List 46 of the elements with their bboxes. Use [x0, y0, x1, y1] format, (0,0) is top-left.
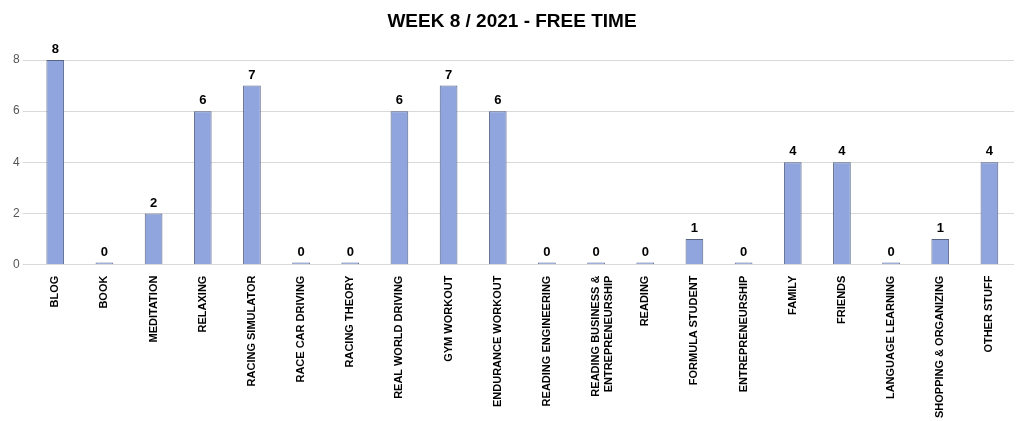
x-tick-label: BLOG	[48, 275, 61, 308]
y-tick-label: 8	[12, 52, 20, 67]
y-tick-label: 6	[12, 103, 20, 118]
x-tick-label: READING BUSINESS & ENTREPRENEURSHIP	[589, 275, 615, 397]
x-tick-label: ENTREPRENEURSHIP	[736, 275, 749, 393]
data-label: 2	[149, 194, 158, 210]
data-label: 7	[248, 66, 256, 82]
data-label: 6	[395, 92, 404, 108]
x-tick-label: FORMULA STUDENT	[687, 275, 700, 386]
data-label: 0	[641, 243, 649, 259]
data-label: 0	[346, 243, 354, 259]
x-tick-label: RACING THEORY	[343, 274, 356, 368]
data-label: 0	[543, 243, 551, 259]
data-label: 0	[739, 243, 748, 259]
y-tick-label: 2	[12, 205, 20, 220]
data-label: 0	[297, 243, 305, 259]
data-label: 4	[838, 143, 847, 159]
x-tick-label: RACING SIMULATOR	[244, 275, 257, 387]
data-label: 8	[51, 41, 59, 57]
x-tick-label: FAMILY	[785, 274, 798, 315]
x-tick-label: MEDITATION	[146, 275, 159, 343]
x-tick-label: RELAXING	[195, 275, 208, 333]
data-label: 7	[444, 66, 453, 82]
data-label: 6	[199, 92, 207, 108]
x-tick-label: LANGUAGE LEARNING	[884, 275, 897, 400]
y-tick-label: 4	[12, 154, 20, 169]
x-tick-label: FRIENDS	[834, 275, 847, 324]
x-tick-label: GYM WORKOUT	[441, 275, 454, 362]
chart-title: WEEK 8 / 2021 - FREE TIME	[386, 9, 638, 33]
x-tick-label: READING ENGINEERING	[539, 275, 552, 407]
data-label: 1	[690, 220, 699, 236]
x-tick-label: READING	[638, 275, 651, 327]
data-label: 4	[985, 143, 994, 159]
data-label: 1	[936, 220, 944, 236]
data-label: 0	[100, 243, 109, 259]
x-tick-label: OTHER STUFF	[982, 275, 995, 353]
x-tick-label: RACE CAR DRIVING	[294, 275, 307, 383]
x-tick-label: ENDURANCE WORKOUT	[490, 275, 503, 407]
data-label: 0	[592, 243, 600, 259]
x-tick-label: REAL WORLD DRIVING	[392, 275, 405, 399]
data-label: 6	[494, 92, 502, 108]
x-tick-label: BOOK	[97, 275, 110, 309]
data-label: 0	[887, 243, 895, 259]
x-tick-label: SHOPPING & ORGANIZING	[933, 275, 946, 419]
y-tick-label: 0	[12, 256, 20, 271]
data-label: 4	[789, 143, 798, 159]
